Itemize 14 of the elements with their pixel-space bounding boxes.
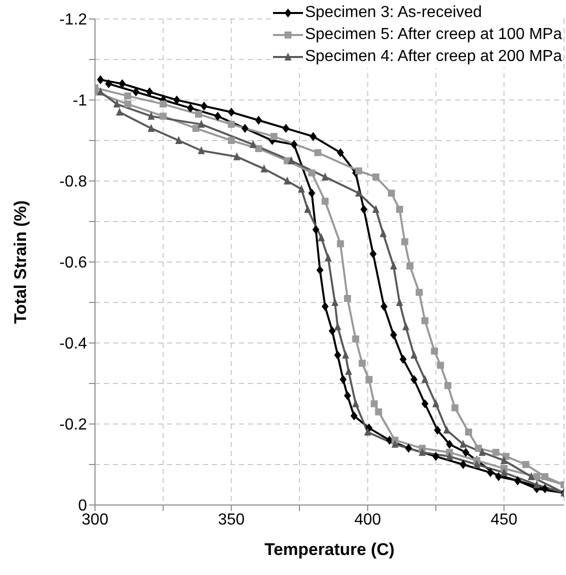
legend-label: Specimen 4: After creep at 200 MPa: [304, 47, 562, 67]
legend-label: Specimen 3: As-received: [304, 3, 482, 23]
x-axis-title: Temperature (C): [264, 540, 395, 559]
x-tick-label: 400: [354, 511, 382, 528]
y-tick-label: -0.8: [59, 174, 88, 191]
y-tick-label: -1.2: [59, 12, 88, 29]
legend-label: Specimen 5: After creep at 100 MPa: [304, 25, 562, 45]
y-tick-label: -0.6: [59, 254, 88, 272]
y-tick-label: -0.4: [59, 336, 88, 353]
y-axis-title: Total Strain (%): [11, 200, 30, 324]
y-tick-label: -1: [72, 92, 88, 110]
x-tick-label: 350: [218, 511, 245, 528]
y-tick-label: -0.2: [59, 416, 88, 434]
x-tick-label: 450: [490, 511, 518, 528]
